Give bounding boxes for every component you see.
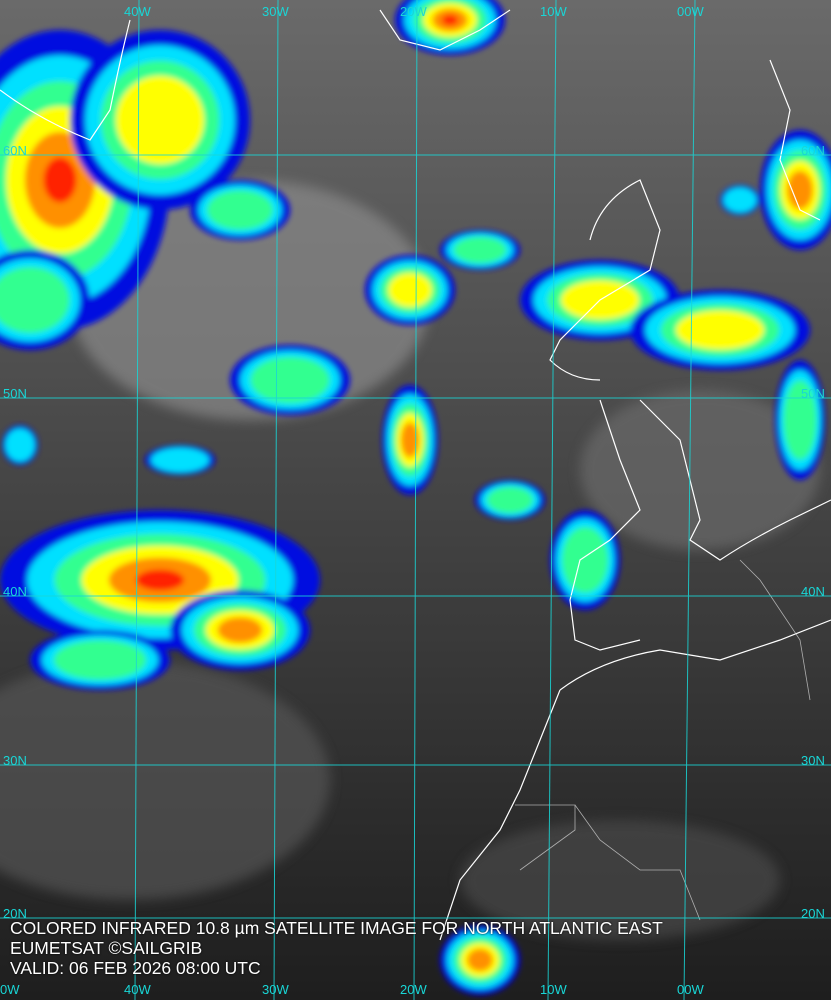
cloud-system — [30, 630, 170, 690]
meridian-line — [134, 0, 140, 1000]
cloud-system — [170, 590, 310, 670]
latitude-label: 20N — [3, 906, 27, 921]
latitude-label: 50N — [801, 386, 825, 401]
latitude-label: 50N — [3, 386, 27, 401]
cloud-system — [190, 180, 290, 240]
cloud-system — [475, 480, 545, 520]
longitude-label: 20W — [400, 982, 427, 997]
cloud-system — [0, 250, 90, 350]
coastlines — [0, 9, 831, 941]
longitude-label: 10W — [540, 4, 567, 19]
cloud-system — [775, 360, 825, 480]
latitude-label: 60N — [801, 143, 825, 158]
longitude-label: 10W — [540, 982, 567, 997]
cloud-system — [395, 0, 505, 55]
longitude-label: 00W — [677, 982, 704, 997]
meridian-line — [547, 0, 557, 1000]
caption-title: COLORED INFRARED 10.8 µm SATELLITE IMAGE… — [10, 918, 663, 938]
cloud-system — [630, 290, 810, 370]
longitude-label: 20W — [400, 4, 427, 19]
longitude-label: 30W — [262, 4, 289, 19]
cloud-system — [550, 510, 620, 610]
longitude-label: 0W — [0, 982, 20, 997]
cloud-system — [2, 425, 38, 465]
borders — [515, 559, 811, 921]
cloud-system — [760, 130, 831, 250]
meridian-line — [683, 0, 696, 1000]
longitude-label: 00W — [677, 4, 704, 19]
cloud-system — [440, 230, 520, 270]
latitude-label: 60N — [3, 143, 27, 158]
longitude-label: 40W — [124, 4, 151, 19]
latitude-label: 40N — [3, 584, 27, 599]
cloud-system — [720, 185, 760, 215]
cloud-system — [145, 445, 215, 475]
cloud-system — [440, 925, 520, 995]
cloud-system — [230, 345, 350, 415]
latitude-label: 20N — [801, 906, 825, 921]
cloud-system — [382, 385, 438, 495]
caption-source: EUMETSAT ©SAILGRIB — [10, 938, 203, 958]
meridian-line — [413, 0, 418, 1000]
latitude-label: 40N — [801, 584, 825, 599]
caption-valid-time: VALID: 06 FEB 2026 08:00 UTC — [10, 958, 261, 978]
cloud-system — [70, 30, 250, 210]
meridian-line — [273, 0, 279, 1000]
cloud-system — [365, 255, 455, 325]
latitude-label: 30N — [3, 753, 27, 768]
longitude-label: 40W — [124, 982, 151, 997]
latitude-label: 30N — [801, 753, 825, 768]
longitude-label: 30W — [262, 982, 289, 997]
